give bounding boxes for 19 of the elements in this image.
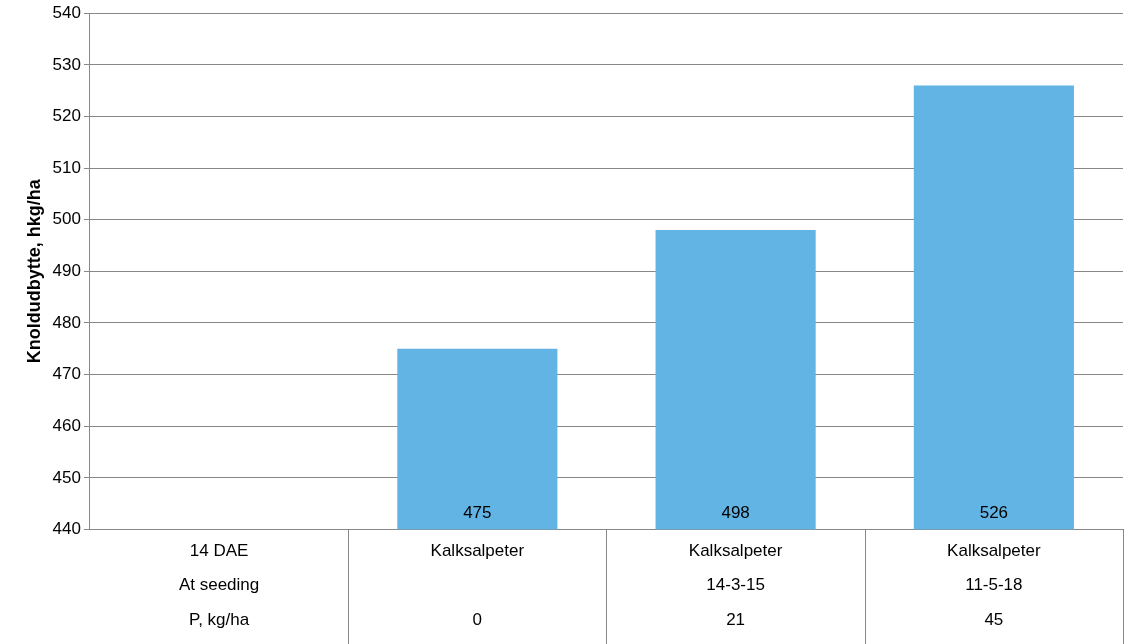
y-tick-label: 440 [52,519,81,539]
y-tick-label: 540 [52,2,81,22]
category-label: Kalksalpeter 0 [430,540,525,630]
y-tick-label: 460 [52,415,81,435]
y-tick-label: 510 [52,157,81,177]
y-tick-label: 480 [52,312,81,332]
y-tick-label: 520 [52,106,81,126]
data-label: 526 [979,502,1009,522]
y-tick-label: 450 [52,467,81,487]
y-tick-label: 470 [52,364,81,384]
y-tick-label: 530 [52,54,81,74]
x-tick-label: Kalksalpeter 14-3-15 21 [688,540,783,630]
data-label: 475 [463,502,492,522]
x-tick-label: 14 DAE At seeding P, kg/ha [178,540,260,630]
y-tick-label: 500 [52,209,81,229]
data-label: 498 [721,502,750,522]
y-axis-title: Knoldudbytte, hkg/ha [23,178,44,364]
x-tick-label: Kalksalpeter 11-5-18 45 [947,540,1041,630]
y-tick-label: 490 [52,261,81,281]
